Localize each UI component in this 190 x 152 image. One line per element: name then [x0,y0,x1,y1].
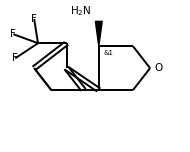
Text: &1: &1 [104,50,114,56]
Text: F: F [10,29,16,39]
Text: H$_2$N: H$_2$N [70,4,91,17]
Text: F: F [12,53,18,63]
Text: O: O [155,63,163,73]
Text: F: F [31,14,37,24]
Polygon shape [95,21,102,46]
